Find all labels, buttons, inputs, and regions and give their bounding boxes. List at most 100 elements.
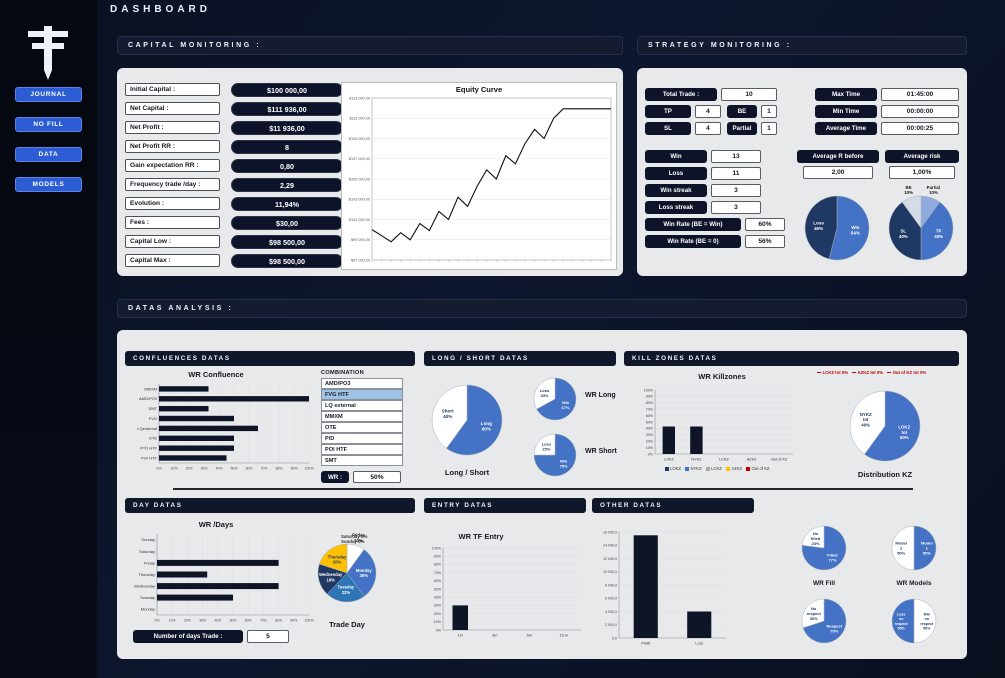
svg-text:1m: 1m	[458, 634, 463, 638]
wr-killzones-title: WR Killzones	[698, 372, 746, 381]
svg-text:100%: 100%	[305, 467, 314, 471]
sidebar-item-journal[interactable]: JOURNAL	[15, 87, 82, 102]
svg-text:OTE: OTE	[149, 436, 158, 441]
combination-option[interactable]: AMD/PO3	[321, 378, 403, 389]
legend-swatch	[684, 466, 689, 471]
svg-text:50%: 50%	[646, 420, 654, 424]
capital-stat-row: Frequency trade /day : 2,29	[125, 178, 355, 192]
svg-text:70%: 70%	[646, 408, 654, 412]
combination-option[interactable]: MMXM	[321, 411, 403, 422]
svg-text:20%: 20%	[434, 612, 442, 616]
stat-value: 8	[231, 140, 343, 154]
wr-tf-entry-bar-chart: 0% 10% 20% 30% 40% 50% 60% 70% 80% 90% 100% 1m 3m 5m 1…	[425, 542, 585, 640]
svg-text:$111 000,00: $111 000,00	[349, 117, 370, 121]
loss-streak-label: Loss streak	[645, 201, 707, 214]
svg-text:60%: 60%	[646, 414, 654, 418]
svg-text:90%: 90%	[646, 395, 654, 399]
long-short-title: Long / Short	[444, 468, 490, 477]
svg-text:$109 000,00: $109 000,00	[349, 137, 370, 141]
wr-models-pie-chart: Model 1 50% Model 2 50%	[875, 512, 953, 584]
stat-value: 0,80	[231, 159, 343, 173]
svg-text:0%: 0%	[436, 628, 442, 632]
wr-confluence-bar-chart: 0% 10% 20% 30% 40% 50% 60% 70% 80% 90% 100% MMXM AMD…	[123, 380, 315, 472]
distribution-kz-pie-chart: LOKZ tot 60% NYKZ tot 40%	[839, 382, 931, 470]
section-divider	[173, 488, 913, 490]
trade-outcome-pie-chart: Partial 10% TP 40% SL 40% BE 10%	[879, 184, 963, 272]
svg-text:Profit: Profit	[641, 642, 651, 646]
svg-text:60%: 60%	[246, 467, 253, 471]
wr-long-label: WR Long	[585, 392, 616, 399]
svg-text:$105 000,00: $105 000,00	[349, 177, 370, 181]
svg-text:80%: 80%	[434, 563, 442, 567]
svg-text:4 000,0: 4 000,0	[605, 610, 617, 614]
svg-text:Saturday: Saturday	[139, 549, 155, 554]
trade-day-zero-labels: Saturday 0% Sunday 0%	[341, 534, 367, 544]
stat-label: Evolution :	[125, 197, 220, 210]
svg-text:10%: 10%	[171, 467, 178, 471]
svg-text:$107 000,00: $107 000,00	[349, 157, 370, 161]
svg-text:$99 000,00: $99 000,00	[351, 238, 370, 242]
svg-text:90%: 90%	[290, 619, 297, 623]
sidebar: JOURNAL NO FILL DATA MODELS	[0, 0, 97, 678]
svg-text:70%: 70%	[260, 619, 267, 623]
svg-text:30%: 30%	[646, 433, 654, 437]
sidebar-item-models[interactable]: MODELS	[15, 177, 82, 192]
stat-label: Frequency trade /day :	[125, 178, 220, 191]
stat-label: Net Profit RR :	[125, 140, 220, 153]
long-short-datas-header: LONG / SHORT DATAS	[424, 351, 616, 366]
combination-option[interactable]: LQ external	[321, 400, 403, 411]
svg-text:80%: 80%	[276, 467, 283, 471]
svg-text:10%: 10%	[646, 446, 654, 450]
average-time-label: Average Time	[815, 122, 877, 135]
tp-label: TP	[645, 105, 691, 118]
svg-text:100%: 100%	[305, 619, 314, 623]
svg-text:40%: 40%	[214, 619, 221, 623]
stat-label: Initial Capital :	[125, 83, 220, 96]
sidebar-item-no-fill[interactable]: NO FILL	[15, 117, 82, 132]
combination-option[interactable]: SMT	[321, 455, 403, 466]
wr-value: 50%	[353, 471, 401, 483]
wr-fill-pie-chart: Filled 77% No filled 23%	[785, 512, 863, 584]
be-label: BE	[727, 105, 757, 118]
win-rate-be-0-label: Win Rate (BE = 0)	[645, 235, 741, 248]
stat-value: $30,00	[231, 216, 343, 230]
confluences-datas-header: CONFLUENCES DATAS	[125, 351, 415, 366]
svg-text:0%: 0%	[648, 452, 654, 456]
svg-text:15 m: 15 m	[560, 634, 568, 638]
legend-swatch	[705, 466, 710, 471]
svg-text:80%: 80%	[275, 619, 282, 623]
win-streak-value: 3	[711, 184, 761, 197]
wr-short-label: WR Short	[585, 448, 617, 455]
trade-day-pie-chart: Friday 10% Monday 30% Tuesday 22% Wednesday 18%…	[303, 528, 391, 618]
average-time-value: 00:00:25	[881, 122, 959, 135]
combination-option[interactable]: OTE	[321, 422, 403, 433]
zero-label: Sunday 0%	[341, 539, 365, 544]
win-streak-label: Win streak	[645, 184, 707, 197]
svg-text:LCKZ: LCKZ	[719, 458, 729, 462]
wr-confluence-title: WR Confluence	[188, 370, 244, 379]
svg-text:LQexternal: LQexternal	[137, 426, 157, 431]
combination-option-selected[interactable]: FVG HTF	[321, 389, 403, 400]
sidebar-item-data[interactable]: DATA	[15, 147, 82, 162]
strategy-panel: Total Trade : 10 TP 4 BE 1 SL 4 Partial …	[637, 68, 967, 276]
capital-stat-row: Capital Max : $98 500,00	[125, 254, 355, 268]
svg-text:5m: 5m	[527, 634, 532, 638]
datas-analysis-header: DATAS ANALYSIS :	[117, 299, 967, 318]
average-r-before-value: 2,00	[803, 166, 873, 179]
combination-option[interactable]: P/D	[321, 433, 403, 444]
svg-text:$103 000,00: $103 000,00	[349, 198, 370, 202]
capital-stat-row: Fees : $30,00	[125, 216, 355, 230]
svg-text:Friday: Friday	[144, 560, 155, 565]
svg-text:Tuesday: Tuesday	[140, 595, 155, 600]
average-risk-label: Average risk	[885, 150, 959, 163]
combination-option[interactable]: POI HTF	[321, 444, 403, 455]
